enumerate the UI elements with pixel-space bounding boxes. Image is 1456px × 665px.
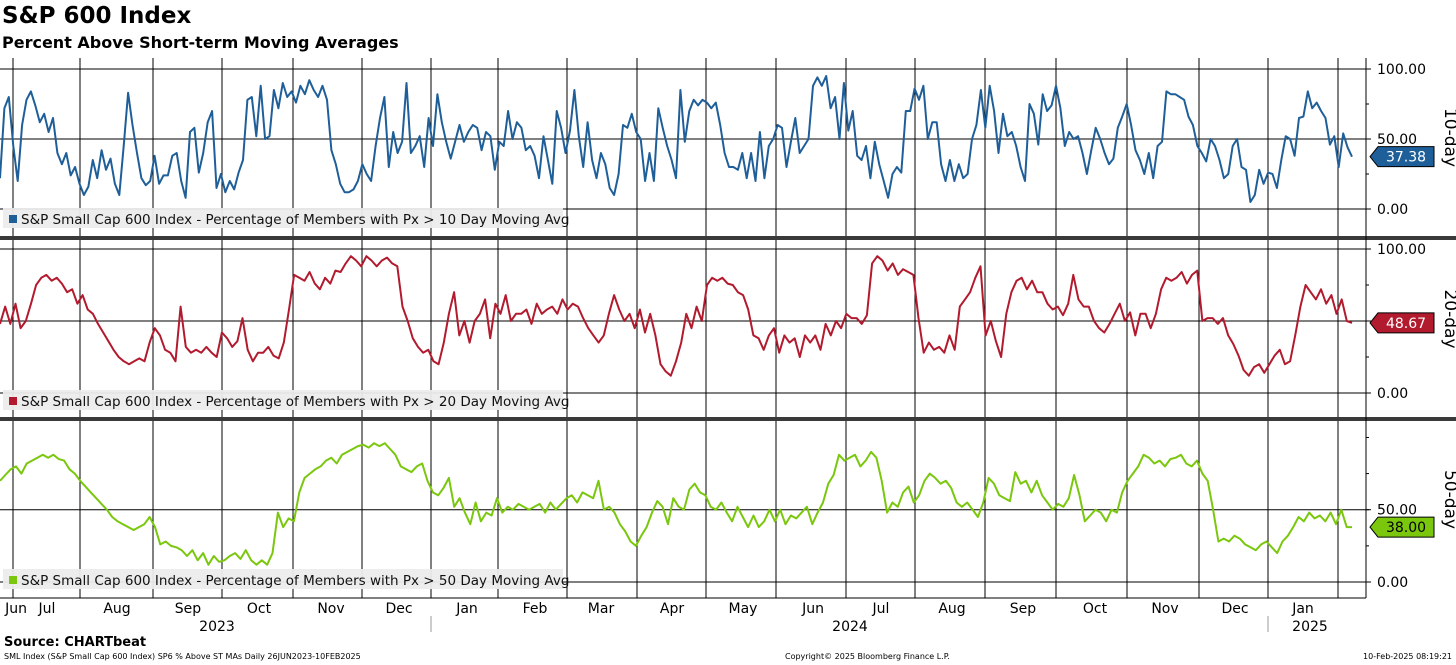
- x-month-label: Dec: [385, 601, 412, 617]
- panel-label: 20-day: [1440, 289, 1456, 348]
- chart-area: 100.00 50.00 0.00 37.38 10-day S&P Small Cap …: [0, 58, 1456, 632]
- x-month-label: May: [729, 601, 758, 617]
- x-month-label: Jan: [455, 601, 478, 617]
- y-tick-label: 50.00: [1377, 503, 1417, 519]
- last-value-tag: [1369, 146, 1435, 168]
- x-month-label: Aug: [938, 601, 965, 617]
- x-month-label: Aug: [103, 601, 130, 617]
- chart-subtitle: Percent Above Short-term Moving Averages: [2, 33, 399, 52]
- x-month-label: Dec: [1221, 601, 1248, 617]
- legend-box: [3, 390, 563, 410]
- y-tick-label: 0.00: [1377, 202, 1408, 218]
- x-month-label: Sep: [1010, 601, 1037, 617]
- x-year-label: 2025: [1292, 619, 1328, 632]
- legend-swatch: [9, 397, 17, 405]
- legend-box: [3, 208, 563, 228]
- x-year-label: 2023: [199, 619, 235, 632]
- last-value-tag: [1369, 516, 1435, 538]
- legend-swatch: [9, 576, 17, 584]
- y-tick-label: 100.00: [1377, 62, 1426, 78]
- series-line-20-day: [0, 255, 1353, 377]
- last-value-tag: [1369, 312, 1435, 334]
- x-year-label: 2024: [832, 619, 868, 632]
- legend-label: S&P Small Cap 600 Index - Percentage of …: [21, 573, 569, 589]
- x-month-label: Mar: [588, 601, 615, 617]
- series-line-50-day: [0, 442, 1352, 566]
- last-value-label: 37.38: [1386, 150, 1426, 166]
- x-month-label: Nov: [317, 601, 344, 617]
- x-month-label: Jul: [872, 601, 890, 617]
- x-month-label: Jun: [4, 601, 27, 617]
- last-value-label: 48.67: [1386, 316, 1426, 332]
- panel-label: 10-day: [1440, 108, 1456, 167]
- legend-label: S&P Small Cap 600 Index - Percentage of …: [21, 212, 569, 228]
- footer-series-note: SML Index (S&P Small Cap 600 Index) SP6 …: [4, 652, 361, 661]
- footer-timestamp: 10-Feb-2025 08:19:21: [1363, 652, 1452, 661]
- legend-swatch: [9, 215, 17, 223]
- y-tick-label: 0.00: [1377, 575, 1408, 591]
- chart-title: S&P 600 Index: [2, 3, 192, 29]
- x-month-label: Apr: [660, 601, 684, 617]
- last-value-label: 38.00: [1386, 520, 1426, 536]
- x-month-label: Jun: [801, 601, 824, 617]
- legend-label: S&P Small Cap 600 Index - Percentage of …: [21, 394, 569, 410]
- x-month-label: Jan: [1291, 601, 1314, 617]
- x-month-label: Feb: [523, 601, 548, 617]
- x-month-label: Nov: [1151, 601, 1178, 617]
- x-month-label: Sep: [175, 601, 202, 617]
- source-label: Source: CHARTbeat: [4, 635, 147, 650]
- x-month-label: Jul: [38, 601, 56, 617]
- x-month-label: Oct: [1083, 601, 1108, 617]
- legend-box: [3, 569, 563, 589]
- footer-copyright: Copyright© 2025 Bloomberg Finance L.P.: [785, 652, 950, 661]
- y-tick-label: 50.00: [1377, 132, 1417, 148]
- series-line-10-day: [0, 75, 1353, 203]
- panel-background: [0, 58, 1366, 237]
- panel-label: 50-day: [1440, 470, 1456, 529]
- y-tick-label: 0.00: [1377, 386, 1408, 402]
- x-month-label: Oct: [247, 601, 272, 617]
- y-tick-label: 100.00: [1377, 242, 1426, 258]
